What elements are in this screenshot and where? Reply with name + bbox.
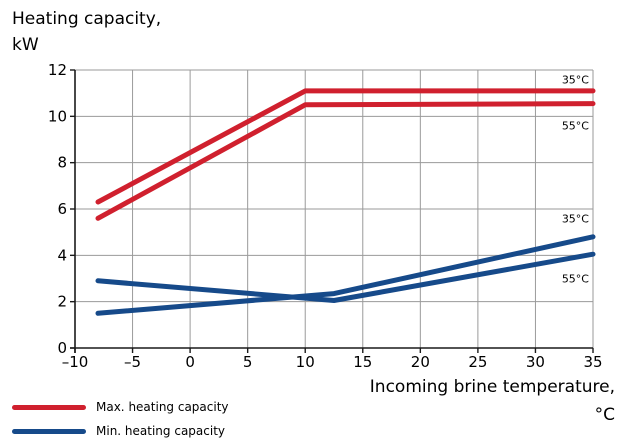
y-tick-label-5: 10	[48, 107, 67, 125]
x-tick-label-1: –5	[124, 353, 141, 371]
x-axis-title-line-1: Incoming brine temperature,	[369, 377, 615, 397]
x-axis-title: Incoming brine temperature, °C	[295, 373, 615, 429]
y-tick-label-1: 2	[57, 293, 67, 311]
x-tick-label-4: 10	[296, 353, 315, 371]
y-axis-title-line-2: kW	[12, 35, 39, 55]
series-label-2: 35°C	[562, 212, 589, 225]
x-tick-label-0: –10	[62, 353, 89, 371]
series-label-0: 35°C	[562, 73, 589, 86]
x-tick-label-3: 5	[243, 353, 253, 371]
x-tick-label-9: 35	[583, 353, 602, 371]
y-tick-label-0: 0	[57, 339, 67, 357]
series-label-1: 55°C	[562, 120, 589, 133]
legend-swatch-max	[12, 404, 86, 410]
legend-item-min: Min. heating capacity	[12, 419, 229, 443]
y-axis-title: Heating capacity, kW	[12, 6, 161, 58]
x-tick-label-7: 25	[468, 353, 487, 371]
x-tick-label-5: 15	[353, 353, 372, 371]
series-label-3: 55°C	[562, 273, 589, 286]
series-line-min-35c	[95, 234, 596, 316]
legend-label-max: Max. heating capacity	[96, 400, 229, 414]
x-tick-label-2: 0	[185, 353, 195, 371]
legend-label-min: Min. heating capacity	[96, 424, 225, 438]
legend-swatch-min	[12, 428, 86, 434]
legend: Max. heating capacity Min. heating capac…	[12, 395, 229, 443]
y-axis-title-line-1: Heating capacity,	[12, 9, 162, 29]
series-line-max-35c	[95, 88, 596, 205]
legend-item-max: Max. heating capacity	[12, 395, 229, 419]
y-tick-label-4: 8	[57, 154, 67, 172]
x-tick-label-8: 30	[526, 353, 545, 371]
x-tick-label-6: 20	[411, 353, 430, 371]
y-tick-label-2: 4	[57, 246, 67, 264]
y-tick-label-6: 12	[48, 61, 67, 79]
x-axis-title-line-2: °C	[594, 405, 615, 425]
series-line-max-55c	[95, 101, 596, 221]
chart-canvas: 0 2 4 6 8 10 12 –10 –5 0 5 10 15 20 25 30 35 35°C 55°C 35°C…	[48, 61, 603, 371]
y-tick-label-3: 6	[57, 200, 67, 218]
series-line-min-55c	[95, 251, 596, 303]
